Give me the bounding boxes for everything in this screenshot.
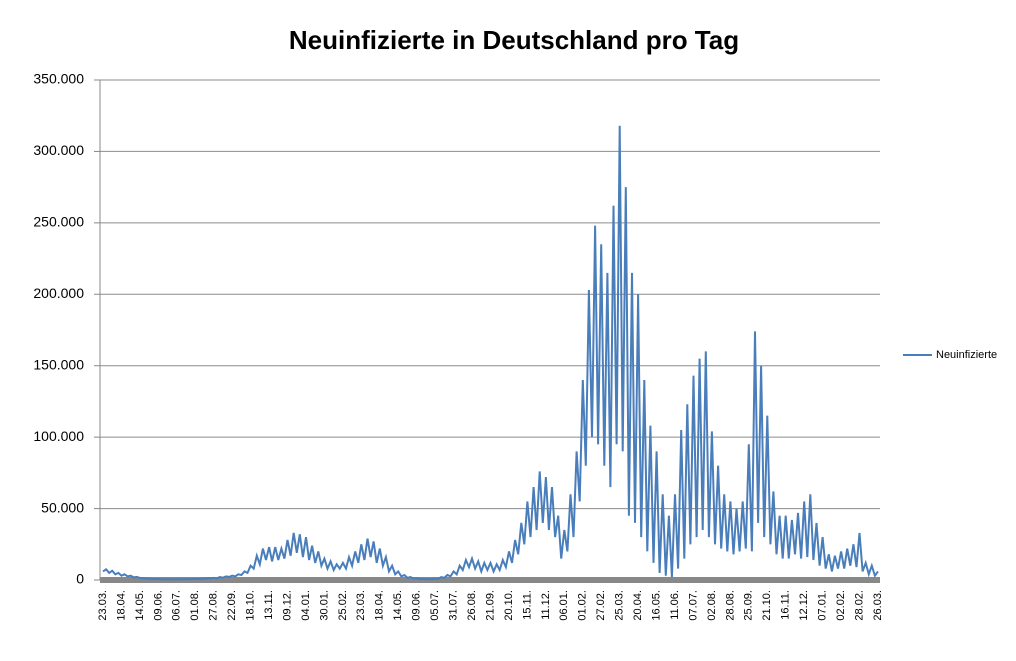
x-tick-label: 06.07.	[171, 590, 183, 621]
x-tick-label: 30.01.	[318, 590, 330, 621]
x-tick-label: 07.07.	[687, 590, 699, 621]
chart-title: Neuinfizierte in Deutschland pro Tag	[289, 25, 739, 55]
x-tick-label: 05.07.	[429, 590, 441, 621]
legend-label: Neuinfizierte	[936, 349, 997, 361]
y-tick-label: 300.000	[33, 142, 84, 158]
x-tick-label: 23.03.	[355, 590, 367, 621]
x-tick-label: 18.04.	[115, 590, 127, 621]
x-tick-label: 25.09.	[743, 590, 755, 621]
x-tick-label: 02.02.	[835, 590, 847, 621]
y-tick-label: 200.000	[33, 285, 84, 301]
x-tick-label: 07.01.	[817, 590, 829, 621]
series-line	[102, 125, 879, 581]
x-tick-label: 16.05.	[650, 590, 662, 621]
x-tick-label: 15.11.	[521, 590, 533, 620]
x-tick-label: 09.06.	[411, 590, 423, 621]
x-tick-label: 27.08.	[208, 590, 220, 621]
x-tick-label: 12.12.	[798, 590, 810, 621]
x-tick-label: 28.08.	[724, 590, 736, 621]
x-tick-label: 21.10.	[761, 590, 773, 621]
y-tick-label: 350.000	[33, 71, 84, 87]
y-tick-label: 100.000	[33, 428, 84, 444]
x-tick-label: 26.03.	[872, 590, 884, 621]
y-tick-label: 150.000	[33, 356, 84, 372]
x-tick-label: 26.08.	[466, 590, 478, 621]
x-tick-label: 22.09.	[226, 590, 238, 621]
x-tick-label: 13.11.	[263, 590, 275, 620]
x-tick-label: 25.03.	[614, 590, 626, 621]
x-tick-label: 11.12.	[540, 590, 552, 620]
y-tick-label: 50.000	[41, 499, 84, 515]
x-tick-label: 06.01.	[558, 590, 570, 621]
x-tick-label: 27.02.	[595, 590, 607, 621]
y-tick-label: 0	[76, 571, 84, 587]
y-tick-label: 250.000	[33, 214, 84, 230]
x-tick-label: 20.10.	[503, 590, 515, 621]
x-tick-label: 20.04.	[632, 590, 644, 621]
x-tick-label: 09.06.	[152, 590, 164, 621]
x-tick-label: 16.11.	[780, 590, 792, 620]
x-tick-label: 23.03.	[97, 590, 109, 621]
x-tick-label: 11.06.	[669, 590, 681, 620]
x-tick-label: 18.04.	[374, 590, 386, 621]
x-tick-label: 28.02.	[853, 590, 865, 621]
x-tick-label: 21.09.	[484, 590, 496, 621]
x-tick-label: 14.05.	[134, 590, 146, 621]
x-tick-label: 04.01.	[300, 590, 312, 621]
x-tick-label: 14.05.	[392, 590, 404, 621]
x-tick-label: 01.02.	[577, 590, 589, 621]
x-tick-label: 18.10.	[245, 590, 257, 621]
x-tick-label: 25.02.	[337, 590, 349, 621]
x-tick-label: 01.08.	[189, 590, 201, 621]
x-tick-label: 02.08.	[706, 590, 718, 621]
x-tick-label: 31.07.	[448, 590, 460, 621]
x-tick-label: 09.12.	[281, 590, 293, 621]
